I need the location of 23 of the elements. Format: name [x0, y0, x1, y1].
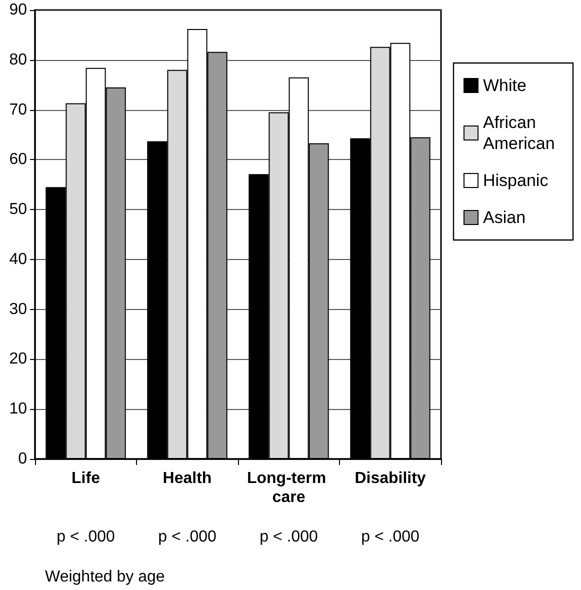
- y-tick-label: 70: [9, 101, 28, 118]
- text: p < .000: [361, 528, 420, 546]
- x-tick-label: Long-term care: [246, 470, 331, 506]
- text: p < .000: [260, 528, 318, 546]
- legend-label: Asian: [483, 208, 526, 227]
- text: p < .000: [56, 528, 115, 546]
- y-tick-label: 10: [9, 400, 28, 418]
- text: p < .000: [158, 528, 216, 546]
- legend-label: White: [483, 76, 526, 95]
- y-tick-label: 90: [9, 2, 28, 18]
- y-tick-label: 50: [9, 201, 28, 218]
- x-tick-label: Health: [162, 470, 212, 487]
- legend-label: African American: [483, 113, 555, 153]
- x-tick-label: Life: [72, 470, 100, 487]
- y-tick-label: 60: [9, 151, 28, 168]
- text: Weighted by age: [45, 568, 165, 586]
- y-tick-label: 40: [9, 250, 28, 268]
- x-tick-label: Disability: [354, 470, 426, 487]
- y-tick-label: 80: [9, 51, 28, 68]
- legend-label: Hispanic: [483, 171, 549, 190]
- y-tick-label: 20: [9, 350, 28, 368]
- y-tick-label: 30: [9, 300, 28, 318]
- y-tick-label: 0: [18, 450, 28, 468]
